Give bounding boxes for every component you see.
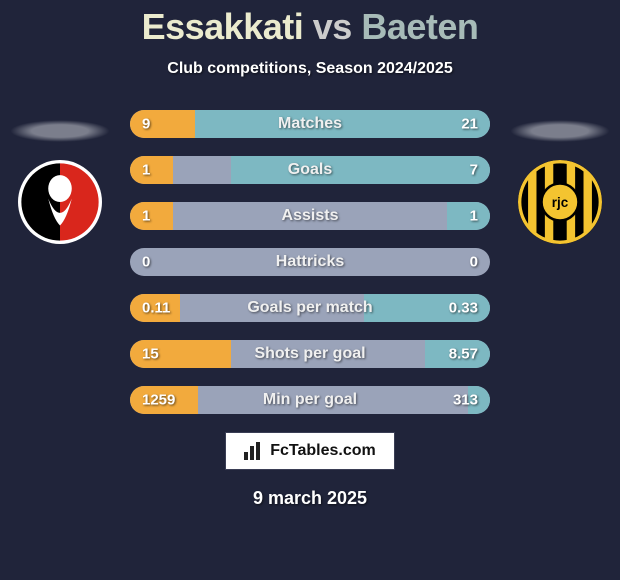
shadow-ellipse-icon xyxy=(10,120,110,142)
stat-fill-left xyxy=(130,110,195,138)
stat-label: Matches xyxy=(278,115,342,133)
stat-value-left: 1259 xyxy=(142,392,175,409)
svg-text:rjc: rjc xyxy=(552,195,569,210)
stat-value-right: 8.57 xyxy=(449,346,478,363)
stat-fill-right xyxy=(195,110,490,138)
stat-row: 1259 313 Min per goal xyxy=(130,386,490,414)
stat-value-right: 21 xyxy=(461,116,478,133)
stat-value-right: 0 xyxy=(470,254,478,271)
stat-label: Hattricks xyxy=(276,253,344,271)
stat-value-right: 313 xyxy=(453,392,478,409)
stat-value-left: 9 xyxy=(142,116,150,133)
footer-date: 9 march 2025 xyxy=(0,488,620,509)
player2-name: Baeten xyxy=(361,6,478,47)
stat-row: 1 1 Assists xyxy=(130,202,490,230)
right-club-section: rjc xyxy=(500,120,620,244)
stat-value-right: 7 xyxy=(470,162,478,179)
stat-row: 1 7 Goals xyxy=(130,156,490,184)
stat-label: Goals per match xyxy=(247,299,372,317)
stat-label: Goals xyxy=(288,161,332,179)
watermark-text: FcTables.com xyxy=(270,442,376,460)
stat-row: 0.11 0.33 Goals per match xyxy=(130,294,490,322)
stat-value-left: 15 xyxy=(142,346,159,363)
watermark: FcTables.com xyxy=(225,432,395,470)
stat-fill-left xyxy=(130,156,173,184)
stat-row: 15 8.57 Shots per goal xyxy=(130,340,490,368)
stat-value-right: 0.33 xyxy=(449,300,478,317)
stat-label: Shots per goal xyxy=(254,345,365,363)
player1-name: Essakkati xyxy=(142,6,304,47)
club-badge-right: rjc xyxy=(518,160,602,244)
stat-row: 0 0 Hattricks xyxy=(130,248,490,276)
stat-fill-left xyxy=(130,202,173,230)
shadow-ellipse-icon xyxy=(510,120,610,142)
comparison-title: Essakkati vs Baeten xyxy=(0,0,620,48)
bar-chart-icon xyxy=(244,442,266,460)
stat-fill-right xyxy=(447,202,490,230)
stat-value-left: 0.11 xyxy=(142,300,170,317)
stat-label: Assists xyxy=(282,207,339,225)
stat-value-left: 1 xyxy=(142,162,150,179)
stat-row: 9 21 Matches xyxy=(130,110,490,138)
stat-label: Min per goal xyxy=(263,391,357,409)
stat-value-right: 1 xyxy=(470,208,478,225)
stats-container: 9 21 Matches 1 7 Goals 1 1 Assists 0 0 Hattricks 0.1… xyxy=(130,110,490,414)
subtitle: Club competitions, Season 2024/2025 xyxy=(0,60,620,78)
stat-fill-right xyxy=(231,156,490,184)
club-badge-left xyxy=(18,160,102,244)
vs-label: vs xyxy=(313,6,352,47)
left-club-section xyxy=(0,120,120,244)
stat-value-left: 1 xyxy=(142,208,150,225)
stat-value-left: 0 xyxy=(142,254,150,271)
